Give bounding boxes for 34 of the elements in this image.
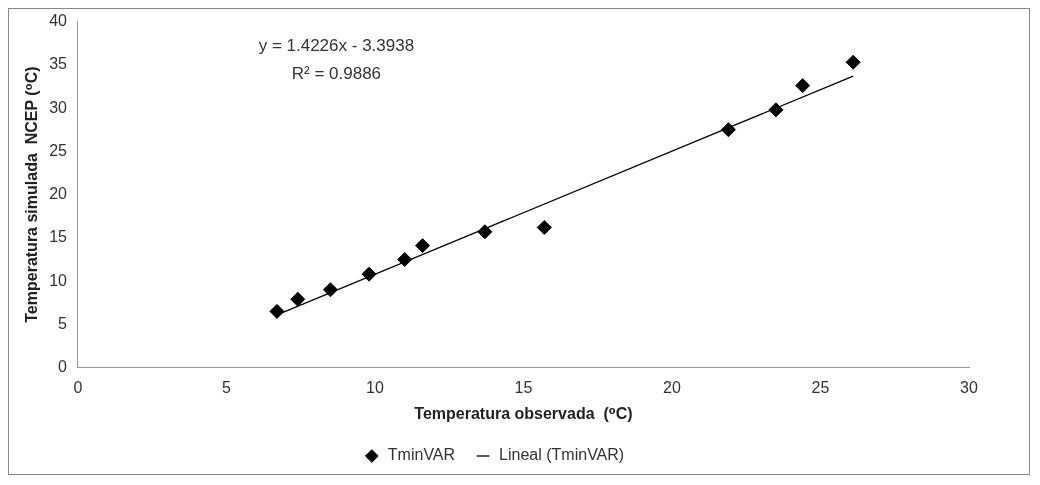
point [415,238,431,254]
y-tick-label: 5 [58,314,68,332]
legend-label: Lineal (TminVAR) [499,446,625,464]
annotation: R² = 0.9886 [291,64,382,84]
x-tick-label: 25 [811,378,830,396]
point [397,251,413,267]
y-tick-label: 30 [49,98,68,116]
point [536,219,552,235]
point [768,102,784,118]
point [795,78,811,94]
point [845,54,861,70]
y-tick-label: 20 [49,185,68,203]
x-tick-label: 5 [222,378,232,396]
legend-label: TminVAR [387,446,456,464]
x-tick-label: 0 [73,378,83,396]
y-tick-label: 0 [58,358,68,376]
point [361,266,377,282]
y-tick-label: 40 [49,12,68,30]
point [477,224,493,240]
x-tick-label: 20 [663,378,681,396]
x-tick-label: 10 [366,378,384,396]
y-tick-label: 10 [49,271,68,289]
x-axis-title: Temperatura observada (⁰C) [414,404,633,422]
annotation: y = 1.4226x - 3.3938 [258,36,415,56]
x-tick-label: 15 [514,378,533,396]
point [322,282,338,298]
y-tick-label: 25 [49,141,68,159]
point [290,291,306,307]
y-tick-label: 35 [49,55,68,73]
y-axis-title: Temperatura simulada NCEP (⁰C) [23,66,41,323]
point [269,303,285,319]
x-tick-label: 30 [960,378,978,396]
point [720,122,736,138]
y-tick-label: 15 [49,228,68,246]
